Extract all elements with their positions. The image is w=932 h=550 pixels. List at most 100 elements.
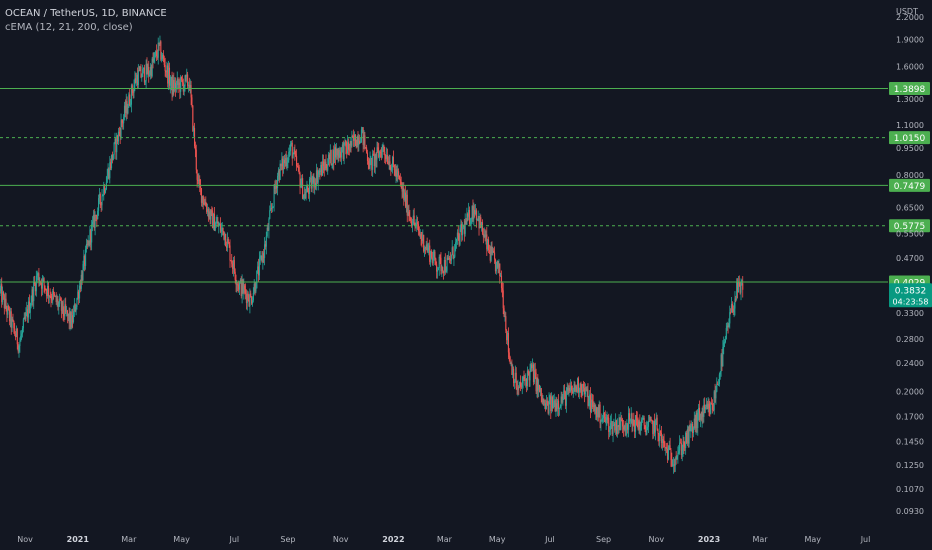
candle-body: [238, 285, 240, 290]
candle-body: [209, 211, 211, 220]
candle-body: [342, 144, 344, 160]
candle-body: [253, 283, 255, 293]
candle-body: [110, 154, 113, 169]
candle-body: [449, 257, 451, 259]
candle-body: [614, 423, 616, 431]
candle-body: [301, 178, 303, 186]
candle-body: [87, 240, 89, 246]
candle-body: [140, 67, 142, 78]
candle-body: [422, 234, 424, 242]
candle-body: [563, 390, 565, 399]
candle-body: [223, 231, 225, 240]
candle-body: [363, 135, 365, 145]
candle-body: [489, 251, 491, 261]
candle-body: [380, 152, 382, 158]
candle-body: [633, 419, 635, 426]
level-label: 0.7479: [894, 182, 926, 192]
candle-body: [271, 206, 273, 209]
candle-body: [414, 223, 416, 226]
candle-body: [532, 364, 534, 368]
candle-body: [418, 231, 420, 235]
candle-body: [358, 140, 360, 146]
candle-body: [11, 319, 13, 328]
candle-body: [523, 377, 525, 379]
candle-body: [46, 289, 48, 296]
candle-body: [669, 445, 671, 450]
candle-body: [365, 147, 367, 148]
candle-body: [341, 144, 343, 148]
candle-body: [496, 260, 498, 263]
candle-body: [491, 246, 493, 254]
candle-body: [620, 419, 622, 430]
candle-body: [278, 170, 280, 180]
x-tick-label: Mar: [752, 535, 768, 544]
candle-body: [340, 151, 342, 158]
candle-body: [717, 383, 719, 385]
candle-body: [735, 298, 737, 300]
candle-body: [443, 259, 445, 273]
candle-body: [248, 300, 250, 307]
candle-body: [57, 299, 59, 308]
candle-body: [535, 372, 537, 392]
candle-body: [643, 417, 645, 426]
candle-body: [504, 316, 506, 317]
candle-body: [634, 415, 637, 432]
candle-body: [16, 328, 18, 345]
candle-body: [653, 420, 655, 434]
candle-body: [242, 280, 244, 293]
candle-body: [519, 381, 521, 388]
candle-body: [171, 76, 173, 95]
candle-body: [564, 390, 566, 392]
candle-body: [454, 244, 456, 257]
candle-body: [13, 320, 15, 329]
candle-body: [736, 282, 738, 299]
candle-body: [376, 147, 378, 160]
candle-body: [644, 425, 646, 430]
candle-body: [419, 234, 421, 236]
candle-body: [676, 456, 678, 460]
candle-body: [725, 327, 727, 340]
candle-body: [39, 282, 41, 284]
candle-body: [143, 67, 145, 83]
candle-body: [256, 270, 258, 289]
candle-body: [59, 298, 61, 304]
candle-body: [468, 209, 470, 217]
candle-body: [370, 158, 372, 159]
candle-body: [201, 195, 203, 203]
candle-body: [118, 131, 120, 133]
candle-body: [234, 271, 236, 280]
candle-body: [8, 305, 10, 310]
candle-body: [101, 195, 103, 206]
candle-body: [132, 92, 134, 94]
candle-body: [276, 185, 278, 188]
candle-body: [444, 259, 446, 272]
candle-body: [175, 83, 177, 90]
candle-body: [737, 282, 739, 293]
candle-body: [609, 429, 611, 432]
candle-body: [672, 465, 674, 467]
candle-body: [291, 142, 293, 159]
candle-body: [385, 155, 388, 159]
candle-body: [373, 154, 375, 167]
candle-body: [83, 255, 85, 265]
candle-body: [473, 209, 475, 220]
candle-body: [572, 387, 574, 393]
last-price-badge: [889, 283, 932, 308]
candle-body: [157, 42, 159, 58]
candle-body: [462, 227, 464, 236]
candle-body: [424, 247, 426, 252]
candle-body: [320, 164, 322, 172]
candle-body: [32, 289, 34, 302]
candle-body: [178, 82, 180, 86]
candle-body: [476, 218, 478, 221]
candle-body: [384, 151, 386, 156]
candle-body: [104, 189, 107, 193]
candle-body: [187, 84, 190, 86]
candle-body: [705, 404, 707, 407]
candle-body: [494, 252, 496, 260]
candle-body: [0, 284, 2, 289]
candle-body: [482, 233, 484, 237]
candle-body: [37, 273, 39, 276]
candle-body: [464, 220, 466, 234]
